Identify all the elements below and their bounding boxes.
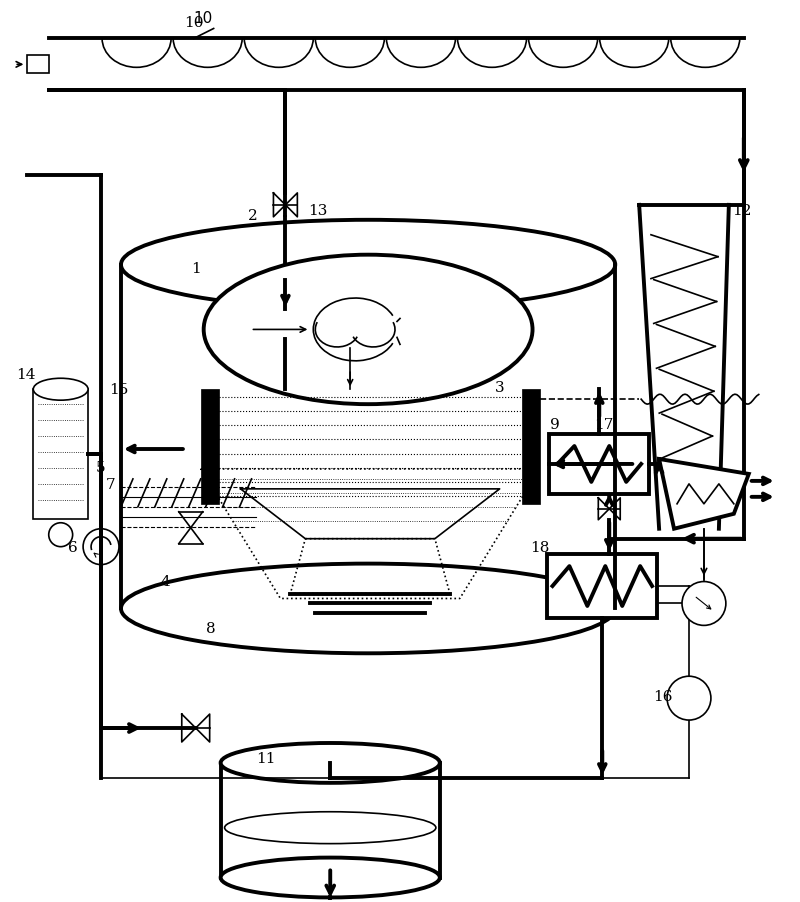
Bar xyxy=(34,390,88,520)
Text: 1: 1 xyxy=(191,262,201,275)
Text: 6: 6 xyxy=(68,540,78,554)
Ellipse shape xyxy=(34,379,88,400)
Polygon shape xyxy=(659,459,749,529)
Text: 2: 2 xyxy=(248,208,258,223)
Text: 10: 10 xyxy=(194,12,213,26)
Ellipse shape xyxy=(221,858,440,897)
Bar xyxy=(522,390,539,504)
Text: 18: 18 xyxy=(530,540,550,554)
Circle shape xyxy=(667,676,711,721)
Bar xyxy=(550,435,649,494)
Ellipse shape xyxy=(204,255,533,405)
Text: 10: 10 xyxy=(184,16,203,31)
Text: 12: 12 xyxy=(732,204,751,217)
Text: 14: 14 xyxy=(17,368,36,382)
Circle shape xyxy=(682,582,726,626)
Text: 9: 9 xyxy=(550,418,559,432)
Bar xyxy=(201,390,218,504)
Text: 16: 16 xyxy=(654,689,673,704)
Ellipse shape xyxy=(221,743,440,783)
Text: 17: 17 xyxy=(594,418,614,432)
Bar xyxy=(547,554,657,619)
Text: 5: 5 xyxy=(96,460,106,474)
Text: 4: 4 xyxy=(161,574,170,588)
Text: 11: 11 xyxy=(256,751,275,765)
Text: 15: 15 xyxy=(110,382,129,397)
Text: 13: 13 xyxy=(309,204,328,217)
Text: 3: 3 xyxy=(495,381,505,395)
Bar xyxy=(400,314,442,349)
Text: 7: 7 xyxy=(106,477,116,492)
Bar xyxy=(27,56,50,74)
Text: 8: 8 xyxy=(206,621,215,636)
